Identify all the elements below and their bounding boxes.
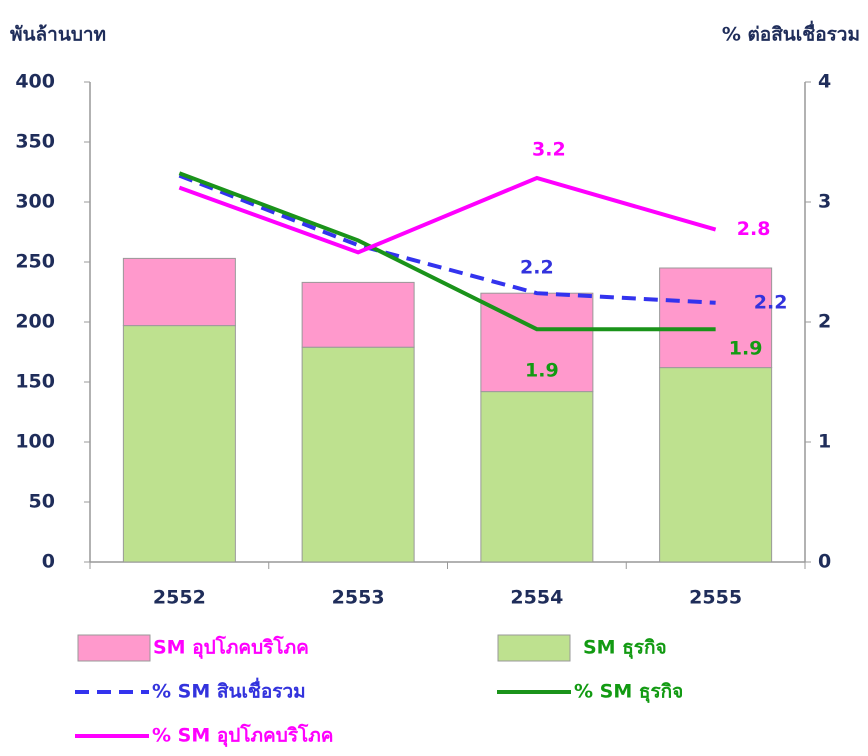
y-tick-label: 100 xyxy=(15,431,55,453)
bar xyxy=(122,325,236,563)
legend-label: % SM ธุรกิจ xyxy=(574,681,683,704)
y2-tick-label: 0 xyxy=(818,551,831,573)
x-tick-label: 2554 xyxy=(510,587,563,609)
y-tick-label: 250 xyxy=(15,251,55,273)
line xyxy=(178,173,716,305)
line xyxy=(178,175,717,255)
x-tick-label: 2555 xyxy=(689,587,742,609)
bar xyxy=(480,391,594,563)
bar xyxy=(659,367,773,563)
data-label: 1.9 xyxy=(525,360,559,382)
y-tick-label: 0 xyxy=(42,551,55,573)
y-tick-label: 50 xyxy=(29,491,55,513)
legend-label: % SM สินเชื่อรวม xyxy=(152,678,306,703)
data-label: 2.2 xyxy=(520,257,554,279)
legend-swatch xyxy=(77,634,151,662)
x-tick-label: 2553 xyxy=(332,587,385,609)
x-tick-label: 2552 xyxy=(153,587,206,609)
y2-tick-label: 2 xyxy=(818,311,831,333)
y2-axis-title: % ต่อสินเชื่อรวม xyxy=(722,21,860,46)
y-axis-title: พันล้านบาท xyxy=(10,24,106,46)
legend-label: SM ธุรกิจ xyxy=(583,637,667,660)
line xyxy=(178,171,716,332)
y2-tick-label: 1 xyxy=(818,431,831,453)
bar xyxy=(301,281,415,348)
legend-label: SM อุปโภคบริโภค xyxy=(153,636,309,660)
data-label: 2.8 xyxy=(737,218,771,240)
bar xyxy=(301,346,415,563)
legend-swatch xyxy=(497,634,571,662)
data-label: 1.9 xyxy=(729,338,763,360)
y-tick-label: 300 xyxy=(15,191,55,213)
bar xyxy=(122,257,236,327)
y-tick-label: 200 xyxy=(15,311,55,333)
y-tick-label: 400 xyxy=(15,71,55,93)
bar xyxy=(659,267,773,369)
legend-label: % SM อุปโภคบริโภค xyxy=(152,724,333,748)
bar xyxy=(480,292,594,393)
data-label: 2.2 xyxy=(754,291,788,313)
y-tick-label: 150 xyxy=(15,371,55,393)
y-tick-label: 350 xyxy=(15,131,55,153)
y2-tick-label: 3 xyxy=(818,191,831,213)
data-label: 3.2 xyxy=(532,139,566,161)
y2-tick-label: 4 xyxy=(818,71,831,93)
